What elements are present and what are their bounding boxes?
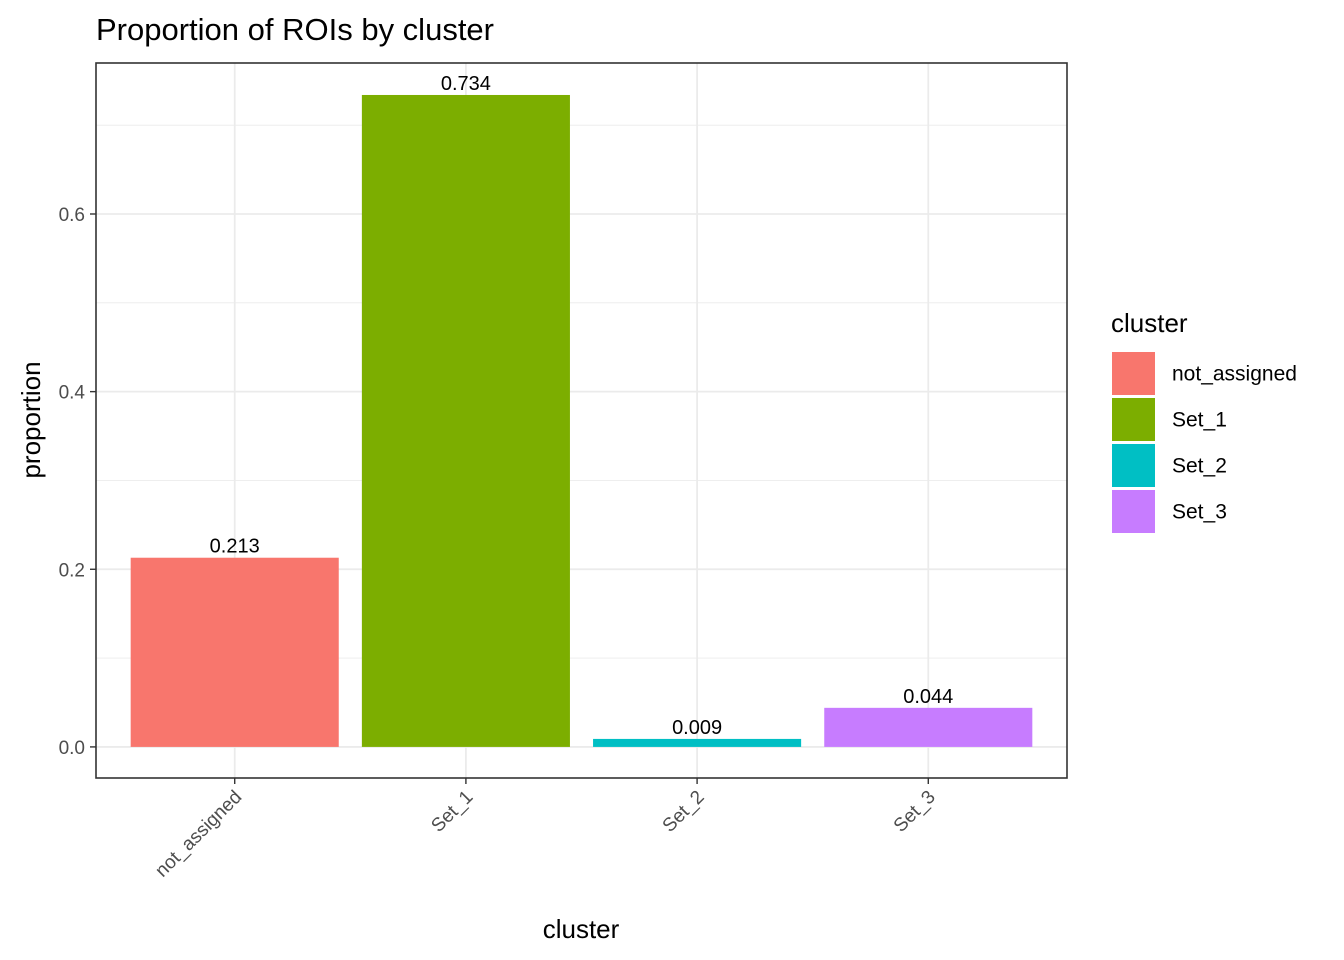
legend-label-Set_2: Set_2 bbox=[1172, 455, 1227, 478]
data-label-Set_3: 0.044 bbox=[903, 686, 953, 708]
bar-not_assigned bbox=[130, 557, 339, 747]
y-tick-label: 0.0 bbox=[59, 738, 85, 759]
x-tick-label: Set_2 bbox=[659, 787, 709, 837]
data-label-Set_2: 0.009 bbox=[672, 717, 722, 739]
legend-key-Set_1 bbox=[1112, 398, 1155, 441]
chart-title: Proportion of ROIs by cluster bbox=[96, 12, 494, 47]
legend: cluster not_assigned Set_1 Set_2 Set_3 bbox=[1111, 308, 1297, 533]
y-axis-title: proportion bbox=[16, 361, 46, 478]
bar-Set_3 bbox=[824, 707, 1033, 747]
x-axis-title: cluster bbox=[543, 914, 620, 944]
legend-label-Set_3: Set_3 bbox=[1172, 501, 1227, 524]
plot-area: 0.213 0.734 0.009 0.044 0.0 0.2 0.4 0.6 not_assi… bbox=[59, 62, 1068, 882]
x-tick-label: Set_3 bbox=[890, 787, 940, 837]
bar-Set_2 bbox=[593, 738, 802, 747]
y-tick-label: 0.2 bbox=[59, 560, 85, 581]
legend-key-not_assigned bbox=[1112, 352, 1155, 395]
legend-title: cluster bbox=[1111, 308, 1188, 338]
y-tick-label: 0.4 bbox=[59, 383, 86, 404]
bar-Set_1 bbox=[361, 94, 570, 747]
data-label-Set_1: 0.734 bbox=[441, 73, 491, 95]
legend-key-Set_3 bbox=[1112, 490, 1155, 533]
data-label-not_assigned: 0.213 bbox=[210, 536, 260, 558]
legend-key-Set_2 bbox=[1112, 444, 1155, 487]
x-tick-label: Set_1 bbox=[427, 787, 477, 837]
x-tick-label: not_assigned bbox=[151, 787, 246, 882]
legend-label-not_assigned: not_assigned bbox=[1172, 363, 1297, 386]
legend-label-Set_1: Set_1 bbox=[1172, 409, 1227, 432]
y-tick-label: 0.6 bbox=[59, 205, 85, 226]
panel-border bbox=[95, 62, 1068, 779]
